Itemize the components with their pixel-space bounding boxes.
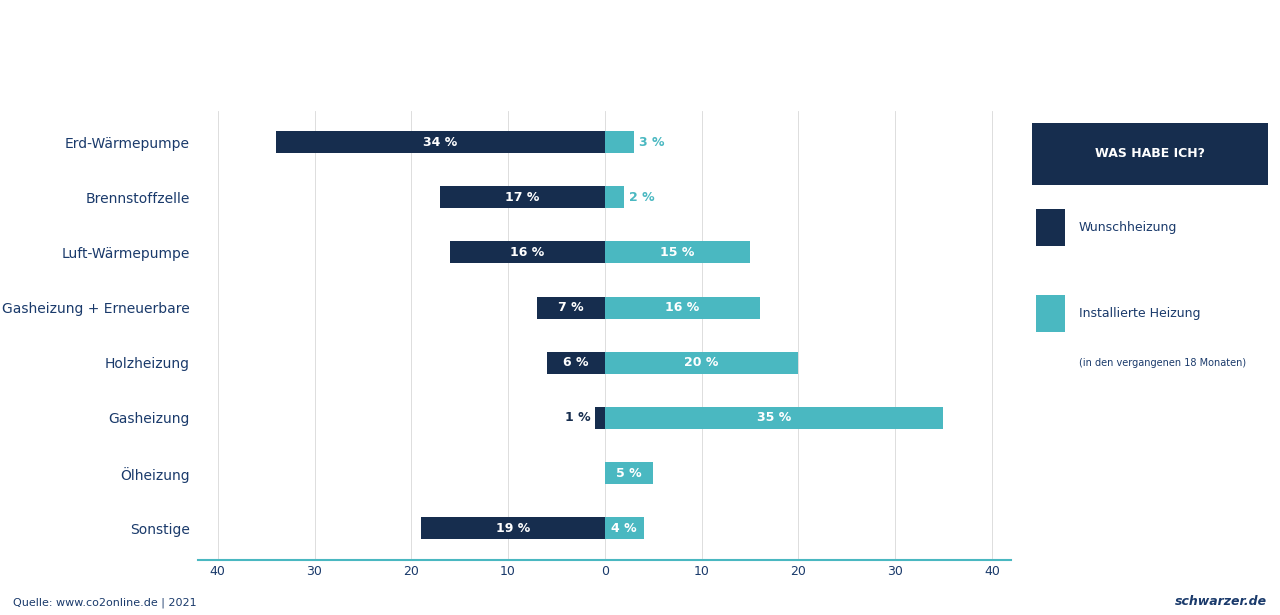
Text: 16 %: 16 % — [511, 246, 544, 259]
Bar — [605, 352, 799, 374]
Bar — [275, 131, 605, 153]
Bar — [605, 517, 644, 539]
Text: 35 %: 35 % — [756, 411, 791, 424]
Text: 19 %: 19 % — [495, 522, 530, 534]
Bar — [1037, 209, 1065, 246]
Bar — [605, 131, 634, 153]
Text: 16 %: 16 % — [666, 301, 699, 314]
Text: 5 %: 5 % — [616, 467, 641, 480]
Text: schwarzer.de: schwarzer.de — [1175, 595, 1267, 608]
Text: 2 %: 2 % — [628, 191, 654, 204]
Text: 15 %: 15 % — [660, 246, 695, 259]
Text: 4 %: 4 % — [612, 522, 637, 534]
Bar — [538, 296, 605, 319]
Text: 7 %: 7 % — [558, 301, 584, 314]
Bar — [605, 296, 759, 319]
Bar — [595, 407, 605, 429]
Bar — [605, 186, 625, 208]
Bar — [547, 352, 605, 374]
Bar — [605, 407, 943, 429]
Bar — [605, 242, 750, 263]
Bar — [1037, 295, 1065, 332]
Text: 1 %: 1 % — [564, 411, 590, 424]
Text: 20 %: 20 % — [685, 356, 719, 369]
Text: Wunschheizung: Wunschheizung — [1079, 221, 1178, 234]
Bar — [451, 242, 605, 263]
Bar — [605, 462, 653, 484]
Bar — [1032, 123, 1268, 184]
Bar — [421, 517, 605, 539]
Text: Heizungstausch-Umfrage: „Wunsch vs. Wirklichkeit“: Heizungstausch-Umfrage: „Wunsch vs. Wirk… — [64, 31, 1216, 69]
Text: 3 %: 3 % — [639, 136, 664, 149]
Text: Installierte Heizung: Installierte Heizung — [1079, 307, 1201, 320]
Text: 34 %: 34 % — [424, 136, 457, 149]
Text: 6 %: 6 % — [563, 356, 589, 369]
Bar — [440, 186, 605, 208]
Text: WAS HABE ICH?: WAS HABE ICH? — [1096, 147, 1204, 161]
Text: 17 %: 17 % — [506, 191, 540, 204]
Text: (in den vergangenen 18 Monaten): (in den vergangenen 18 Monaten) — [1079, 358, 1247, 368]
Text: Quelle: www.co2online.de | 2021: Quelle: www.co2online.de | 2021 — [13, 597, 196, 608]
